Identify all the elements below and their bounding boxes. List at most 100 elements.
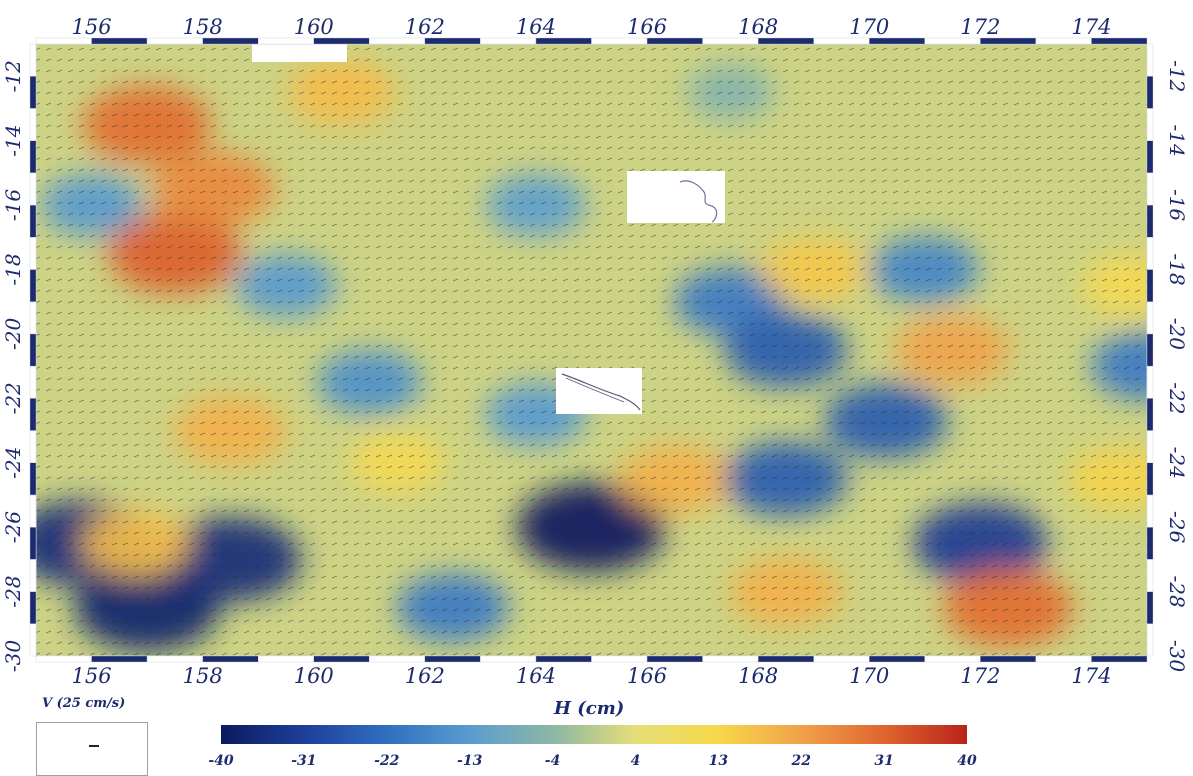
velocity-scale-arrow (89, 745, 99, 747)
frame-segment (1146, 140, 1154, 174)
frame-segment (29, 172, 37, 206)
latitude-label: -28 (1, 575, 25, 607)
latitude-label: -28 (1165, 575, 1189, 607)
frame-segment (29, 365, 37, 399)
longitude-labels-top: 156 158 160 162 164 166 168 170 172 174 (72, 15, 1112, 39)
latitude-label: -20 (1165, 318, 1189, 350)
map-panel (35, 43, 1148, 657)
frame-segment (1146, 172, 1154, 206)
frame-segment (1146, 398, 1154, 431)
colorbar-tick-label: -40 (208, 753, 234, 769)
land-mask-top (252, 44, 347, 62)
latitude-label: -16 (1165, 189, 1189, 221)
frame-segment (1035, 655, 1092, 663)
frame-segment (29, 559, 37, 592)
latitude-label: -24 (1, 447, 25, 479)
frame-segment (146, 655, 203, 663)
frame-segment (869, 655, 925, 663)
frame-segment (1146, 559, 1154, 592)
frame-segment (1146, 365, 1154, 399)
frame-segment (35, 655, 92, 663)
frame-segment (1146, 108, 1154, 141)
frame-segment (1146, 237, 1154, 270)
frame-segment (202, 655, 259, 663)
velocity-vector-field (36, 44, 1147, 656)
frame-segment (29, 301, 37, 335)
frame-segment (1091, 37, 1148, 45)
latitude-labels-right: -12 -14 -16 -18 -20 -22 -24 -26 -28 -30 (1165, 60, 1189, 672)
frame-segment (29, 237, 37, 270)
longitude-label: 174 (1071, 15, 1111, 39)
colorbar-tick-label: 22 (790, 753, 811, 769)
longitude-label: 156 (72, 15, 112, 39)
frame-segment (29, 398, 37, 431)
longitude-label: 172 (960, 15, 1000, 39)
frame-segment (1146, 623, 1154, 657)
frame-segment (702, 655, 759, 663)
graticule-frame (29, 37, 1154, 663)
colorbar-tick-label: -4 (545, 753, 561, 769)
longitude-labels-bottom: 156 158 160 162 164 166 168 170 172 174 (72, 664, 1112, 688)
longitude-label: 166 (627, 664, 667, 688)
velocity-legend-box (36, 722, 148, 776)
latitude-label: -24 (1165, 447, 1189, 479)
colorbar-tick-label: -31 (291, 753, 316, 769)
longitude-label: 162 (405, 664, 445, 688)
frame-segment (29, 140, 37, 174)
latitude-label: -20 (1, 318, 25, 350)
frame-segment (29, 494, 37, 528)
longitude-label: 172 (960, 664, 1000, 688)
frame-segment (1146, 462, 1154, 496)
frame-segment (591, 655, 648, 663)
velocity-legend-label: V (25 cm/s) (42, 696, 126, 711)
colorbar: -40 -31 -22 -13 -4 4 13 22 31 40 (208, 725, 977, 769)
latitude-label: -30 (1, 640, 25, 672)
latitude-label: -18 (1, 253, 25, 285)
longitude-label: 160 (294, 664, 334, 688)
longitude-label: 158 (183, 15, 223, 39)
land-inset-reef (556, 368, 642, 414)
frame-segment (91, 655, 148, 663)
frame-segment (29, 269, 37, 302)
latitude-label: -26 (1, 511, 25, 543)
longitude-label: 156 (72, 664, 112, 688)
latitude-label: -12 (1, 60, 25, 92)
latitude-label: -14 (1165, 125, 1189, 157)
longitude-label: 164 (516, 664, 556, 688)
frame-segment (29, 108, 37, 141)
frame-segment (924, 655, 981, 663)
frame-segment (1146, 430, 1154, 463)
frame-segment (1146, 43, 1154, 77)
frame-segment (29, 204, 37, 238)
frame-segment (369, 655, 426, 663)
frame-segment (1091, 655, 1148, 663)
longitude-label: 168 (738, 15, 778, 39)
frame-segment (980, 655, 1037, 663)
colorbar-tick-label: -13 (457, 753, 483, 769)
latitude-label: -26 (1165, 511, 1189, 543)
frame-segment (480, 655, 537, 663)
frame-segment (1146, 494, 1154, 528)
colorbar-bar (221, 725, 967, 744)
latitude-label: -18 (1165, 253, 1189, 285)
frame-segment (29, 623, 37, 657)
frame-segment (1146, 301, 1154, 335)
longitude-label: 158 (183, 664, 223, 688)
colorbar-tick-label: 31 (874, 753, 893, 769)
frame-segment (1146, 526, 1154, 560)
frame-segment (1146, 333, 1154, 367)
longitude-label: 170 (849, 664, 889, 688)
colorbar-tick-label: 4 (631, 753, 641, 769)
latitude-labels-left: -12 -14 -16 -18 -20 -22 -24 -26 -28 -30 (1, 60, 25, 672)
frame-segment (29, 591, 37, 624)
longitude-label: 174 (1071, 664, 1111, 688)
frame-segment (1146, 76, 1154, 109)
colorbar-tick-label: 13 (709, 753, 729, 769)
latitude-label: -16 (1, 189, 25, 221)
frame-segment (646, 655, 703, 663)
frame-segment (29, 76, 37, 109)
land-inset-new-caledonia (627, 171, 725, 223)
latitude-label: -12 (1165, 60, 1189, 92)
latitude-label: -22 (1165, 382, 1189, 414)
